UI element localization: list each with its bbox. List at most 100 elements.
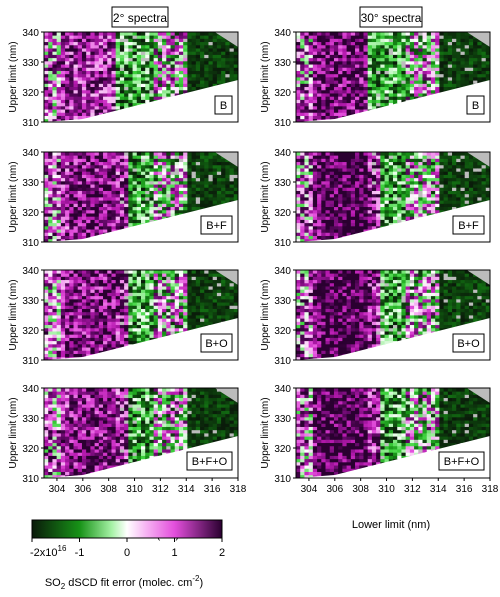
heatmap-cell <box>409 70 415 75</box>
heatmap-cell <box>221 197 226 201</box>
heatmap-cell <box>200 155 205 159</box>
heatmap-cell <box>317 171 322 175</box>
heatmap-cell <box>103 48 108 52</box>
heatmap-cell <box>178 177 184 182</box>
heatmap-cell <box>124 57 129 62</box>
heatmap-cell <box>418 152 423 156</box>
heatmap-cell <box>384 54 390 59</box>
heatmap-cell <box>229 48 235 52</box>
heatmap-cell <box>405 67 411 71</box>
heatmap-cell <box>69 158 74 163</box>
heatmap-cell <box>178 152 184 156</box>
heatmap-cell <box>69 109 74 113</box>
heatmap-cell <box>405 54 411 59</box>
heatmap-cell <box>44 184 49 188</box>
heatmap-cell <box>153 96 159 100</box>
heatmap-cell <box>128 80 133 84</box>
heatmap-cell <box>443 190 449 195</box>
heatmap-cell <box>153 93 159 97</box>
heatmap-cell <box>52 80 58 84</box>
heatmap-cell <box>355 64 360 68</box>
heatmap-cell <box>115 89 121 94</box>
heatmap-cell <box>204 190 209 195</box>
heatmap-cell <box>333 112 339 116</box>
heatmap-cell <box>141 187 146 191</box>
heatmap-cell <box>178 174 184 179</box>
heatmap-cell <box>225 177 230 182</box>
heatmap-cell <box>473 48 478 52</box>
heatmap-cell <box>48 190 53 195</box>
heatmap-cell <box>73 197 79 201</box>
heatmap-cell <box>363 70 369 75</box>
heatmap-cell <box>77 109 83 113</box>
heatmap-cell <box>388 216 394 220</box>
heatmap-cell <box>460 64 466 68</box>
heatmap-cell <box>338 32 343 36</box>
heatmap-cell <box>317 38 322 43</box>
heatmap-cell <box>111 48 117 52</box>
heatmap-cell <box>317 60 322 65</box>
heatmap-cell <box>178 48 184 52</box>
heatmap-cell <box>409 209 415 214</box>
heatmap-cell <box>460 48 466 52</box>
heatmap-cell <box>346 77 352 81</box>
heatmap-cell <box>56 200 62 204</box>
heatmap-cell <box>430 161 436 166</box>
heatmap-cell <box>308 115 314 120</box>
heatmap-cell <box>430 83 436 88</box>
heatmap-cell <box>153 67 159 71</box>
heatmap-cell <box>65 51 70 55</box>
heatmap-cell <box>452 171 457 175</box>
heatmap-cell <box>69 35 74 39</box>
heatmap-cell <box>187 48 193 52</box>
heatmap-cell <box>191 60 197 65</box>
heatmap-cell <box>103 171 108 175</box>
heatmap-cell <box>229 51 235 55</box>
heatmap-cell <box>414 213 419 217</box>
heatmap-cell <box>153 190 159 195</box>
heatmap-cell <box>300 155 305 159</box>
heatmap-cell <box>216 161 222 166</box>
heatmap-cell <box>128 209 133 214</box>
heatmap-cell <box>149 213 155 217</box>
heatmap-cell <box>477 64 482 68</box>
heatmap-cell <box>321 38 326 43</box>
heatmap-cell <box>359 86 364 91</box>
heatmap-cell <box>170 168 176 172</box>
heatmap-cell <box>60 32 66 36</box>
heatmap-cell <box>65 203 70 208</box>
heatmap-cell <box>380 168 385 172</box>
heatmap-cell <box>157 174 163 179</box>
heatmap-cell <box>94 109 100 113</box>
heatmap-cell <box>221 77 226 81</box>
heatmap-cell <box>363 213 369 217</box>
heatmap-cell <box>60 206 66 211</box>
heatmap-cell <box>44 177 49 182</box>
heatmap-cell <box>44 70 49 75</box>
heatmap-cell <box>350 67 356 71</box>
heatmap-cell <box>204 80 209 84</box>
heatmap-cell <box>435 83 440 88</box>
heatmap-cell <box>312 177 318 182</box>
heatmap-cell <box>136 155 142 159</box>
heatmap-cell <box>229 77 235 81</box>
heatmap-cell <box>456 77 461 81</box>
heatmap-cell <box>346 184 352 188</box>
heatmap-cell <box>229 44 235 49</box>
heatmap-cell <box>439 67 445 71</box>
heatmap-cell <box>329 57 335 62</box>
heatmap-cell <box>447 54 453 59</box>
heatmap-cell <box>200 158 205 163</box>
heatmap-cell <box>94 80 100 84</box>
heatmap-cell <box>380 174 385 179</box>
heatmap-cell <box>44 174 49 179</box>
heatmap-cell <box>367 216 373 220</box>
heatmap-cell <box>48 206 53 211</box>
heatmap-cell <box>174 203 180 208</box>
heatmap-cell <box>132 168 138 172</box>
heatmap-cell <box>107 102 112 107</box>
heatmap-cell <box>367 57 373 62</box>
heatmap-cell <box>304 41 310 46</box>
heatmap-cell <box>52 112 58 116</box>
heatmap-cell <box>384 35 390 39</box>
